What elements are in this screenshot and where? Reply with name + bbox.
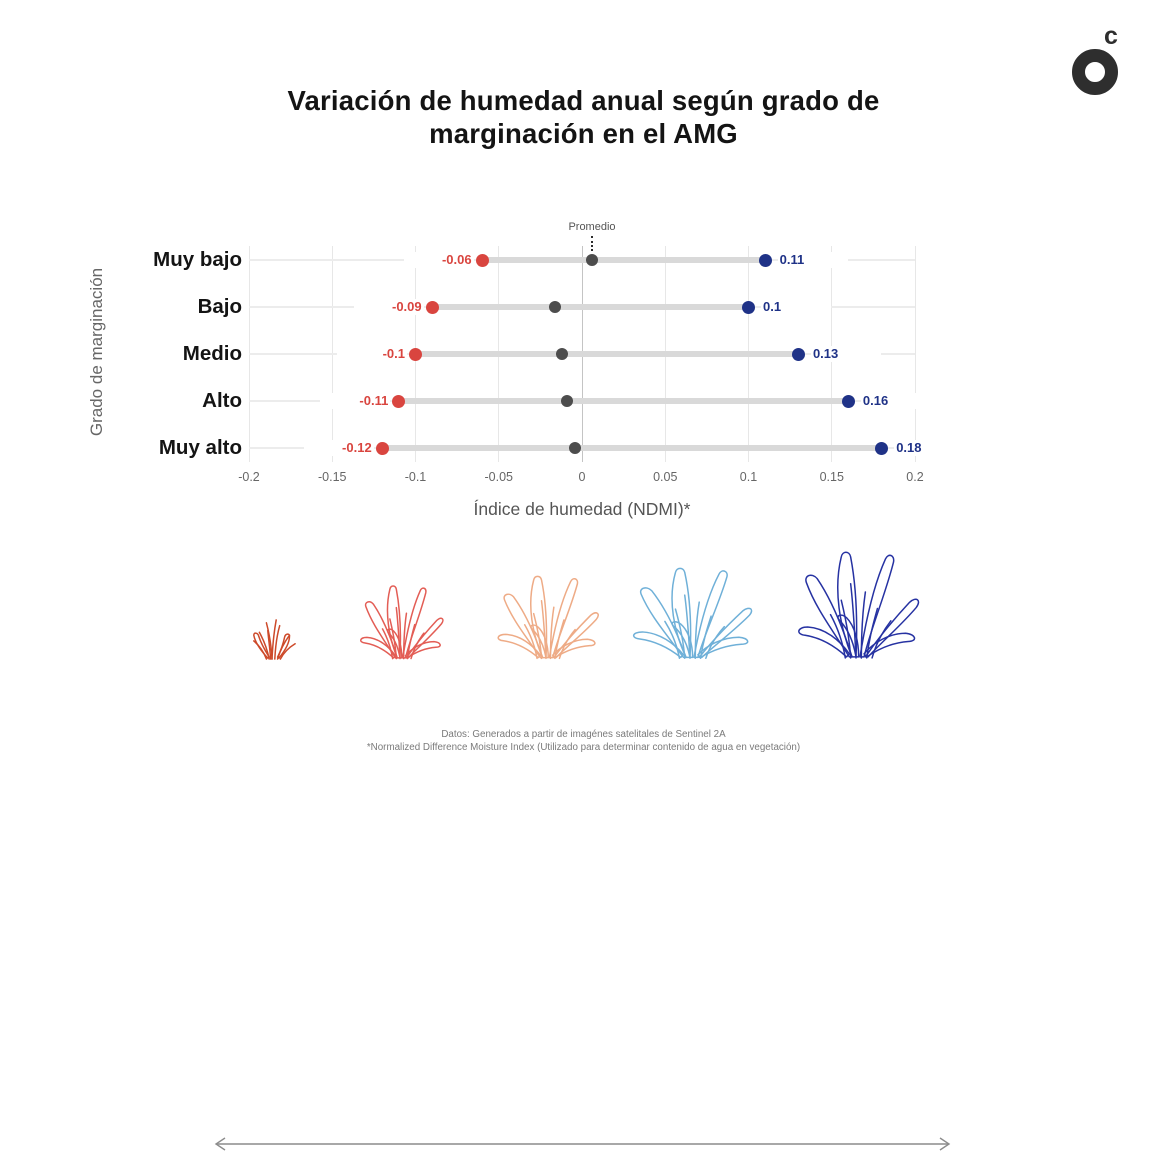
plant-art — [254, 620, 295, 659]
max-value-label: 0.16 — [860, 393, 931, 409]
plant-art — [799, 552, 919, 658]
range-bar — [482, 257, 766, 263]
min-dot — [409, 347, 422, 361]
x-tick-label: -0.2 — [238, 470, 260, 484]
plant-illustration-5 — [789, 526, 923, 660]
plant-art — [634, 568, 752, 658]
range-bar — [415, 351, 799, 357]
promedio-dot — [569, 442, 582, 454]
x-tick-label: -0.1 — [404, 470, 427, 484]
footer: Datos: Generados a partir de imagénes sa… — [0, 729, 1167, 754]
gridline — [914, 246, 916, 462]
category-label: Muy bajo — [153, 248, 242, 271]
category-label: Alto — [202, 389, 242, 412]
promedio-dot — [556, 348, 569, 360]
max-value-label: 0.11 — [777, 252, 848, 268]
promedio-dot — [561, 395, 573, 407]
max-value-label: 0.13 — [810, 346, 881, 362]
x-tick-label: 0.05 — [653, 470, 678, 484]
page-title: Variación de humedad anual según grado d… — [287, 85, 880, 149]
x-tick-label: 0.2 — [906, 470, 924, 484]
max-dot — [758, 253, 772, 267]
x-tick-label: -0.15 — [318, 470, 347, 484]
x-axis-ticks: -0.2 -0.15 -0.1 -0.05 0 0.05 0.1 0.15 0.2 — [238, 470, 923, 486]
min-value-label: -0.09 — [353, 299, 424, 315]
promedio-annotation-label: Promedio — [568, 221, 616, 233]
x-axis-title: Índice de humedad (NDMI)* — [473, 499, 691, 519]
max-dot — [841, 394, 855, 408]
promedio-dot — [585, 254, 598, 266]
min-value-label: -0.12 — [303, 440, 374, 456]
range-bar — [398, 398, 849, 404]
min-value-label: -0.06 — [403, 252, 474, 268]
category-labels: Muy bajo Bajo Medio Alto Muy alto — [60, 240, 242, 464]
max-dot — [875, 441, 889, 455]
footer-source-line: Datos: Generados a partir de imagénes sa… — [441, 729, 726, 740]
double-arrow-line — [214, 1137, 951, 1151]
promedio-annotation-line — [590, 236, 593, 251]
plant-illustration-3 — [490, 556, 602, 660]
plant-illustration-1 — [237, 598, 307, 660]
brand-logo-c-glyph: c — [1104, 22, 1118, 50]
plant-illustration-4 — [624, 546, 756, 660]
plant-art — [361, 586, 443, 659]
vegetation-gradient-illustration — [0, 520, 1167, 1151]
min-dot — [392, 394, 406, 408]
brand-logo-ring-icon — [1072, 49, 1118, 95]
category-label: Medio — [182, 342, 242, 365]
range-bar — [432, 304, 749, 310]
max-dot — [791, 347, 805, 361]
category-label: Muy alto — [158, 436, 242, 459]
min-value-label: -0.1 — [337, 346, 407, 362]
promedio-dot — [549, 301, 562, 313]
x-tick-label: 0.15 — [819, 470, 844, 484]
max-value-label: 0.1 — [761, 299, 831, 315]
min-value-label: -0.11 — [320, 393, 391, 409]
footer-note-line: *Normalized Difference Moisture Index (U… — [366, 741, 801, 753]
category-label: Bajo — [197, 295, 242, 318]
plot-area: Promedio -0.06 0.11 -0.09 0.1 -0.1 0.13 -0.11 0… — [248, 221, 965, 464]
x-tick-label: 0.1 — [739, 470, 758, 484]
min-dot — [375, 441, 389, 455]
plant-art — [498, 576, 598, 658]
max-dot — [742, 300, 755, 314]
min-dot — [475, 253, 489, 267]
max-value-label: 0.18 — [894, 440, 965, 456]
min-dot — [425, 300, 439, 314]
x-tick-label: -0.05 — [484, 470, 514, 484]
range-bar — [382, 445, 882, 451]
x-tick-label: 0 — [578, 470, 586, 484]
plant-illustration-2 — [354, 568, 446, 660]
